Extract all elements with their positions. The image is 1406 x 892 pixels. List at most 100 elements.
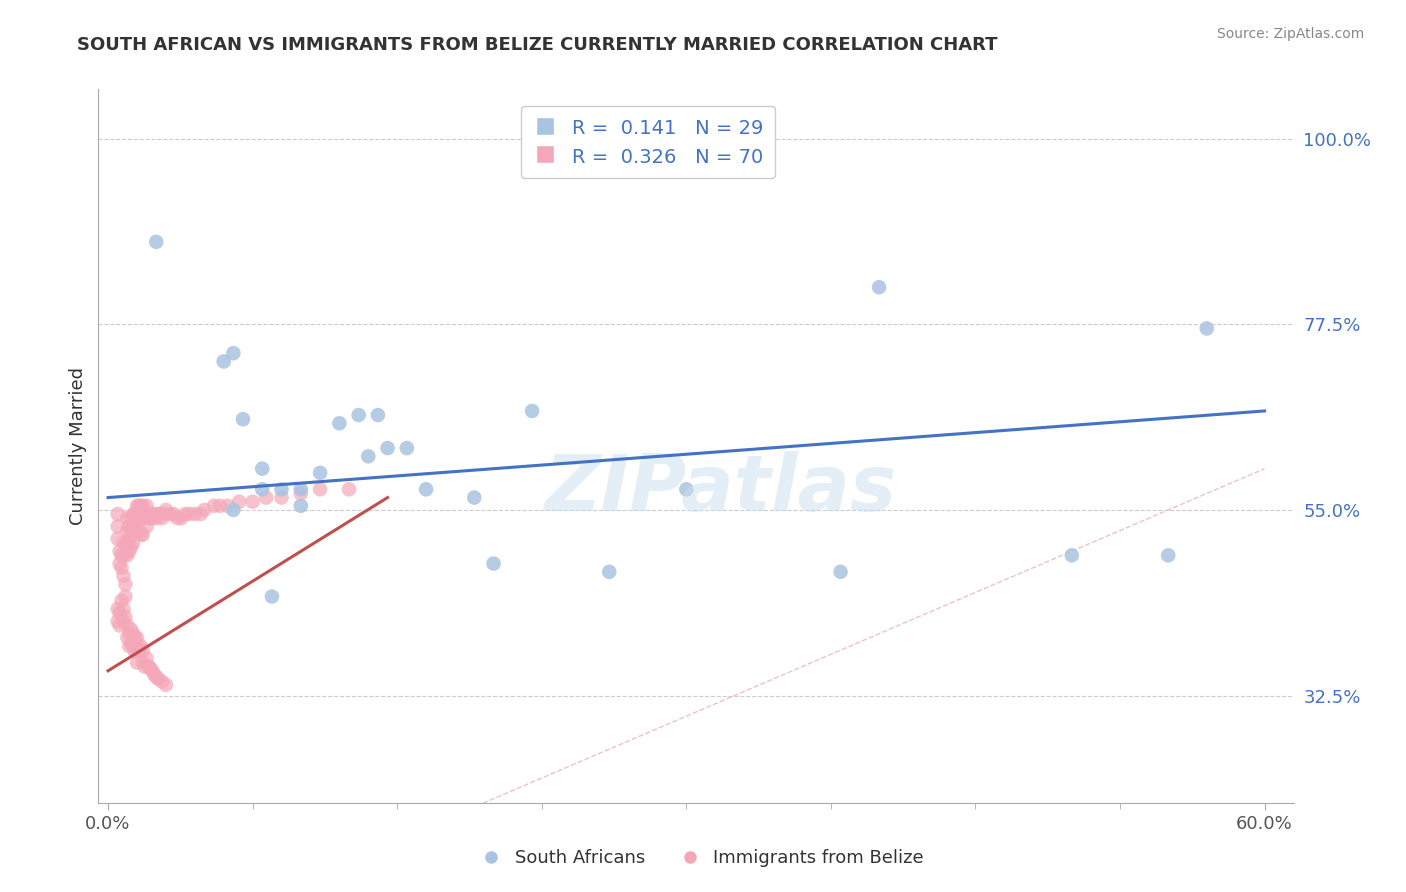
Point — [129, 499, 152, 513]
Point — [143, 668, 166, 682]
Point — [125, 643, 148, 657]
Point — [135, 519, 157, 533]
Point — [107, 615, 129, 629]
Point — [270, 491, 292, 505]
Point — [124, 631, 146, 645]
Point — [184, 507, 207, 521]
Point — [174, 507, 197, 521]
Point — [118, 626, 141, 640]
Point — [139, 661, 162, 675]
Point — [110, 560, 132, 574]
Point — [132, 656, 155, 670]
Point — [254, 491, 277, 505]
Point — [108, 618, 131, 632]
Y-axis label: Currently Married: Currently Married — [69, 367, 87, 525]
Point — [117, 511, 139, 525]
Point — [309, 483, 332, 497]
Point — [128, 524, 150, 538]
Point — [135, 499, 157, 513]
Point — [150, 511, 173, 525]
Point — [228, 494, 250, 508]
Point — [125, 511, 148, 525]
Point — [232, 412, 254, 426]
Point — [150, 674, 173, 689]
Point — [290, 486, 312, 500]
Point — [117, 618, 139, 632]
Text: ZIPatlas: ZIPatlas — [544, 450, 896, 527]
Point — [120, 623, 142, 637]
Point — [110, 549, 132, 563]
Point — [162, 507, 184, 521]
Point — [482, 557, 505, 571]
Point — [260, 590, 283, 604]
Point — [190, 507, 212, 521]
Point — [520, 404, 543, 418]
Point — [112, 536, 135, 550]
Point — [155, 678, 177, 692]
Point — [125, 656, 148, 670]
Point — [132, 527, 155, 541]
Point — [675, 483, 697, 497]
Point — [868, 280, 890, 294]
Point — [1195, 321, 1218, 335]
Point — [598, 565, 620, 579]
Point — [145, 511, 167, 525]
Point — [120, 511, 142, 525]
Point — [270, 483, 292, 497]
Point — [112, 569, 135, 583]
Point — [117, 549, 139, 563]
Legend: R =  0.141   N = 29, R =  0.326   N = 70: R = 0.141 N = 29, R = 0.326 N = 70 — [522, 106, 775, 178]
Point — [415, 483, 437, 497]
Point — [202, 499, 225, 513]
Point — [138, 659, 160, 673]
Point — [347, 408, 370, 422]
Point — [155, 503, 177, 517]
Point — [112, 615, 135, 629]
Point — [112, 602, 135, 616]
Point — [217, 499, 239, 513]
Point — [139, 507, 162, 521]
Point — [129, 527, 152, 541]
Point — [122, 507, 145, 521]
Point — [125, 631, 148, 645]
Point — [309, 466, 332, 480]
Point — [128, 643, 150, 657]
Legend: South Africans, Immigrants from Belize: South Africans, Immigrants from Belize — [475, 842, 931, 874]
Point — [134, 659, 156, 673]
Point — [395, 441, 418, 455]
Point — [118, 532, 141, 546]
Point — [118, 519, 141, 533]
Point — [107, 532, 129, 546]
Point — [463, 491, 485, 505]
Point — [141, 664, 163, 678]
Point — [110, 593, 132, 607]
Point — [290, 499, 312, 513]
Point — [222, 503, 245, 517]
Point — [122, 639, 145, 653]
Text: SOUTH AFRICAN VS IMMIGRANTS FROM BELIZE CURRENTLY MARRIED CORRELATION CHART: SOUTH AFRICAN VS IMMIGRANTS FROM BELIZE … — [77, 36, 998, 54]
Point — [367, 408, 389, 422]
Point — [120, 524, 142, 538]
Point — [132, 499, 155, 513]
Point — [166, 511, 188, 525]
Point — [124, 645, 146, 659]
Point — [135, 651, 157, 665]
Point — [124, 519, 146, 533]
Point — [114, 577, 136, 591]
Point — [222, 346, 245, 360]
Point — [132, 511, 155, 525]
Point — [143, 507, 166, 521]
Point — [1157, 549, 1180, 563]
Point — [290, 483, 312, 497]
Point — [128, 499, 150, 513]
Point — [125, 524, 148, 538]
Point — [117, 631, 139, 645]
Text: Source: ZipAtlas.com: Source: ZipAtlas.com — [1216, 27, 1364, 41]
Point — [193, 503, 215, 517]
Point — [114, 590, 136, 604]
Point — [141, 511, 163, 525]
Point — [830, 565, 852, 579]
Point — [128, 511, 150, 525]
Point — [118, 544, 141, 558]
Point — [148, 672, 170, 686]
